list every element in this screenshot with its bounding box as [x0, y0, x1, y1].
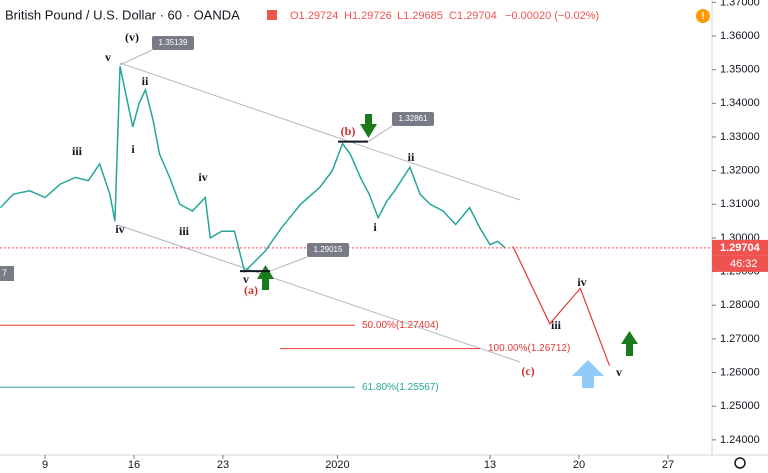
callout-connector: [367, 125, 393, 143]
fib-label: 100.00%(1.26712): [488, 343, 570, 354]
alert-icon-mark: !: [701, 11, 704, 22]
y-tick-label: 1.34000: [720, 97, 760, 109]
ohlc-change: −0.00020 (−0.02%): [505, 10, 599, 22]
y-tick-label: 1.36000: [720, 30, 760, 42]
last-price-label: 1.29704: [720, 242, 761, 254]
arrow-down-green: [360, 114, 377, 138]
callout-label: 1.32861: [399, 114, 428, 123]
symbol-title: British Pound / U.S. Dollar · 60 · OANDA: [5, 7, 240, 22]
callout-box: [392, 112, 434, 126]
callout-box: [152, 36, 194, 50]
wave-label: v: [616, 365, 622, 379]
countdown-label: 46:32: [730, 258, 758, 270]
wave-label: (v): [125, 30, 139, 44]
countdown-box: [712, 255, 768, 272]
left-tag: 7: [2, 268, 7, 278]
x-tick-label: 27: [662, 459, 674, 471]
alert-icon[interactable]: [696, 9, 710, 23]
x-tick-label: 23: [217, 459, 229, 471]
wave-label: iii: [72, 144, 83, 158]
wave-label: i: [131, 142, 135, 156]
wave-label: iii: [551, 318, 562, 332]
callout-connector: [269, 256, 308, 272]
y-tick-label: 1.24000: [720, 434, 760, 446]
y-tick-label: 1.25000: [720, 400, 760, 412]
y-tick-label: 1.31000: [720, 198, 760, 210]
wave-label: v: [105, 50, 111, 64]
arrow-up-green: [621, 331, 638, 356]
x-tick-label: 9: [42, 459, 48, 471]
wave-label: (b): [341, 124, 356, 138]
arrow-up-green: [257, 265, 274, 290]
symbol-flag: [267, 10, 277, 20]
wave-label: (c): [521, 364, 534, 378]
ohlc-close: C1.29704: [449, 10, 497, 22]
wave-label: iv: [115, 222, 124, 236]
x-tick-label: 2020: [325, 459, 349, 471]
callout-label: 1.29015: [314, 245, 343, 254]
wave-label: iv: [577, 275, 586, 289]
channel-upper: [119, 62, 521, 201]
ohlc-open: O1.29724: [290, 10, 338, 22]
last-price-box: [712, 239, 768, 256]
wave-label: i: [373, 220, 377, 234]
callout-label: 1.35139: [159, 38, 188, 47]
ohlc-low: L1.29685: [397, 10, 443, 22]
wave-label: (a): [244, 283, 258, 297]
y-tick-label: 1.28000: [720, 299, 760, 311]
fib-label: 61.80%(1.25567): [362, 382, 439, 393]
ohlc-high: H1.29726: [344, 10, 392, 22]
y-tick-label: 1.33000: [720, 131, 760, 143]
y-tick-label: 1.32000: [720, 165, 760, 177]
y-tick-label: 1.26000: [720, 366, 760, 378]
settings-icon[interactable]: [734, 457, 746, 469]
price-line: [0, 66, 506, 274]
y-tick-label: 1.37000: [720, 0, 760, 8]
arrow-up-blue: [572, 360, 604, 388]
y-tick-label: 1.35000: [720, 64, 760, 76]
y-tick-label: 1.27000: [720, 333, 760, 345]
fib-label: 50.00%(1.27404): [362, 320, 439, 331]
wave-label: ii: [142, 74, 149, 88]
x-tick-label: 16: [128, 459, 140, 471]
x-tick-label: 20: [573, 459, 585, 471]
wave-label: iii: [179, 224, 190, 238]
callout-box: [307, 243, 349, 257]
wave-label: ii: [408, 150, 415, 164]
callout-connector: [119, 49, 153, 66]
x-tick-label: 13: [484, 459, 496, 471]
wave-label: iv: [198, 170, 207, 184]
left-tag-box: [0, 266, 14, 281]
projection-line: [512, 246, 611, 367]
wave-label: v: [243, 272, 249, 286]
